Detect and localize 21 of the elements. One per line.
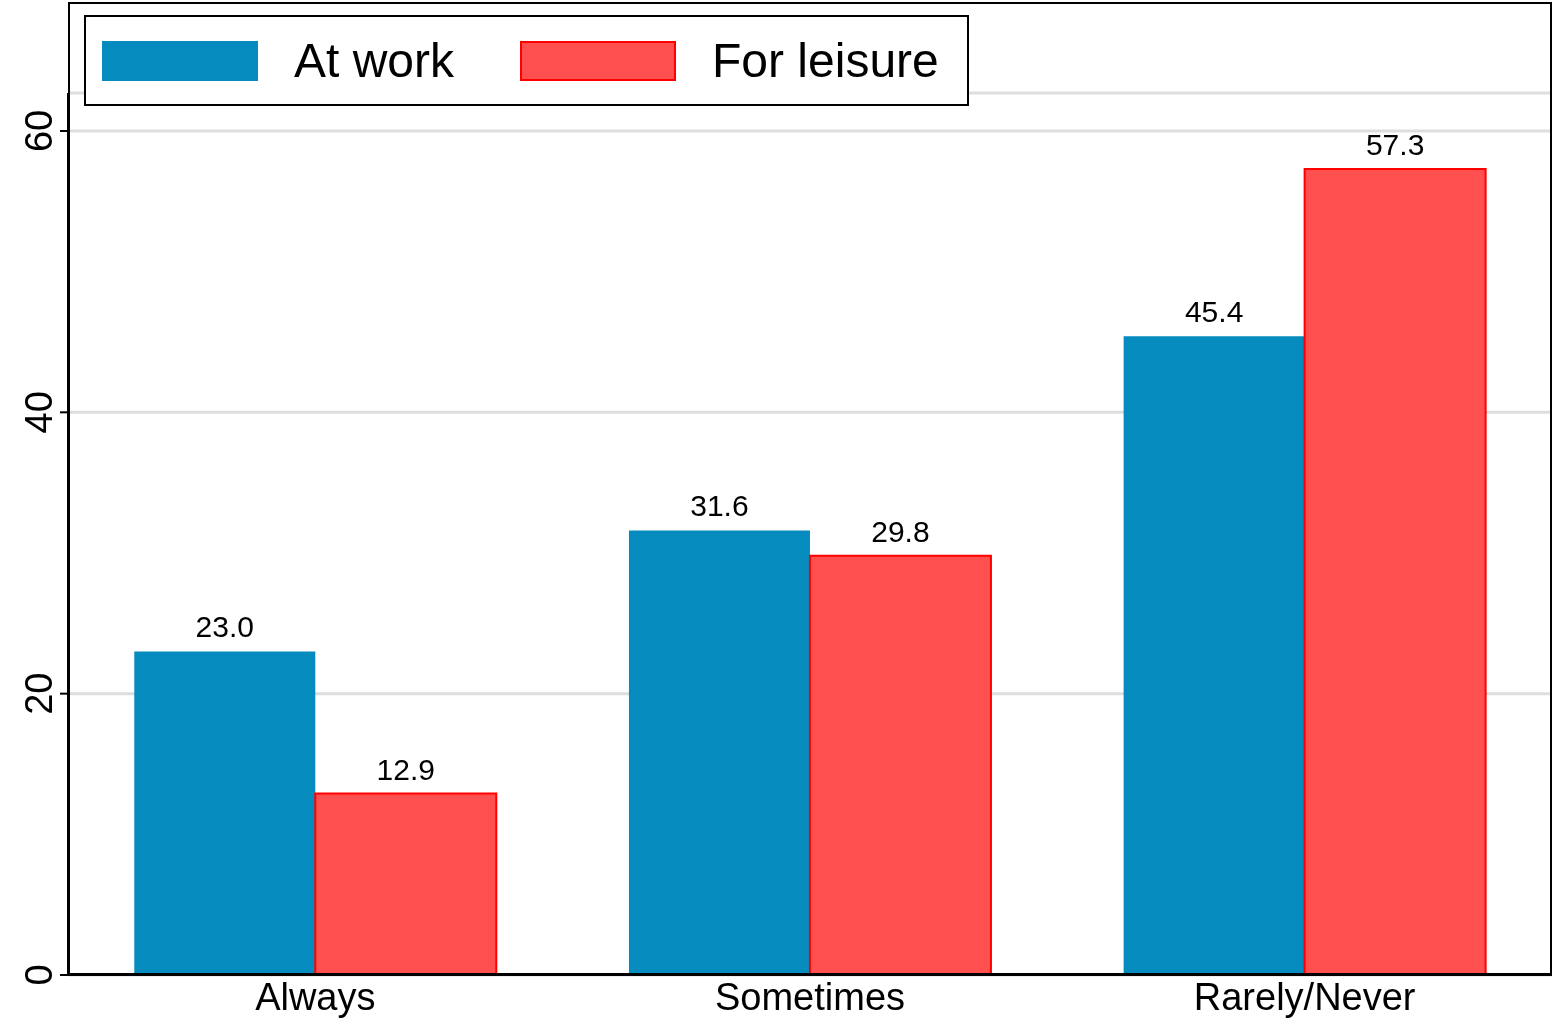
data-label: 29.8 — [871, 514, 930, 548]
y-tick-label: 40 — [18, 391, 60, 434]
data-label: 23.0 — [195, 610, 254, 644]
bar — [628, 530, 810, 975]
data-label: 57.3 — [1365, 127, 1425, 161]
data-label: 12.9 — [376, 752, 435, 786]
y-tick-label: 20 — [18, 672, 60, 715]
y-tick-label: 60 — [18, 109, 60, 153]
x-tick-label: Always — [255, 975, 376, 1018]
y-tick-label: 0 — [18, 964, 60, 986]
x-tick-label: Sometimes — [714, 975, 906, 1018]
bar — [808, 554, 992, 975]
bar — [1123, 336, 1305, 975]
data-label: 45.4 — [1184, 295, 1244, 329]
legend-label: At work — [294, 33, 455, 88]
bar — [314, 792, 498, 975]
bar — [134, 651, 316, 975]
legend-label: For leisure — [712, 33, 939, 88]
x-tick-label: Rarely/Never — [1193, 975, 1416, 1018]
data-label: 31.6 — [690, 489, 749, 523]
bar — [1303, 167, 1487, 975]
